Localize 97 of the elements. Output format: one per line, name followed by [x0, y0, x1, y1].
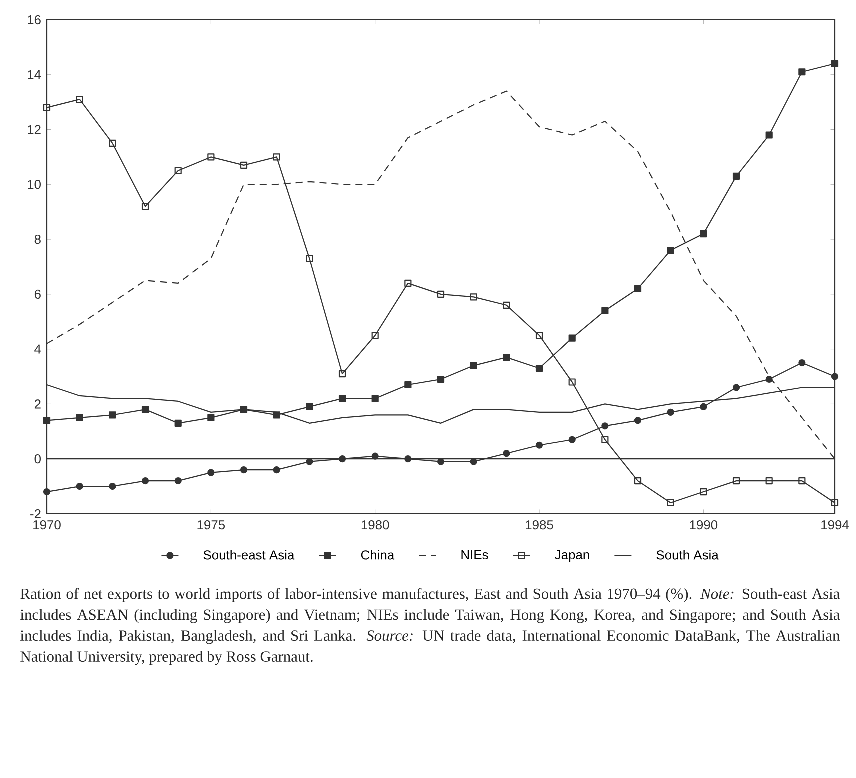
point — [338, 370, 346, 378]
point — [372, 332, 379, 340]
point — [602, 436, 609, 444]
y-tick-label: 6 — [34, 290, 41, 300]
y-tick-label: -2 — [30, 509, 41, 519]
x-tick-label: 1980 — [362, 520, 390, 530]
point — [306, 458, 314, 466]
point — [404, 381, 412, 389]
y-tick-label: 8 — [34, 234, 41, 244]
point — [404, 280, 412, 287]
point — [273, 154, 280, 161]
point — [43, 417, 51, 424]
point — [503, 450, 510, 458]
point — [602, 307, 609, 314]
point — [338, 395, 346, 402]
y-tick-label: 16 — [28, 15, 41, 25]
legend-label: Japan — [555, 550, 590, 562]
x-tick-label: 1990 — [690, 520, 718, 530]
point — [766, 132, 773, 139]
legend-label: South-east Asia — [204, 550, 295, 560]
point — [798, 359, 806, 367]
x-tick-label: 1994 — [822, 520, 850, 530]
point — [142, 478, 150, 485]
point — [372, 452, 379, 460]
point — [404, 456, 412, 463]
point — [76, 482, 84, 490]
point — [208, 414, 215, 422]
legend-label: China — [361, 550, 395, 560]
point — [470, 458, 478, 466]
point — [634, 285, 642, 292]
point — [43, 488, 51, 496]
point — [142, 203, 150, 210]
point — [109, 482, 116, 490]
point — [470, 294, 478, 301]
text: Ration of net exports to world imports of labor-intensive manufactures, East and South Asia 1970–94 (%). Note: South-east Asia includes ASEAN (including Singapore) and Vietnam; NIEs include Taiwan, Hong Kong, Korea, and Singapore; and South Asia includes India, Pakistan, Bangladesh, and Sri Lanka. Source: UN trade data, International Economic DataBank, The Australian National University, prepared by Ross Garnaut. — [20, 588, 840, 666]
point — [602, 422, 609, 430]
point — [240, 406, 248, 414]
point — [372, 395, 379, 402]
legend-label: NIEs — [462, 550, 488, 560]
point — [700, 230, 708, 238]
point — [208, 154, 215, 161]
point — [273, 466, 280, 474]
point — [536, 442, 544, 449]
point — [76, 96, 84, 104]
point — [306, 403, 314, 410]
point — [43, 104, 51, 112]
point — [700, 488, 708, 496]
point — [667, 246, 674, 254]
legend-label: South Asia — [656, 550, 719, 560]
point — [667, 499, 674, 507]
y-tick-label: 10 — [28, 180, 41, 190]
x-tick-label: 1985 — [526, 520, 554, 530]
point — [437, 458, 445, 466]
point — [831, 499, 839, 507]
point — [634, 417, 642, 424]
point — [208, 469, 215, 476]
point — [831, 373, 839, 380]
point — [798, 478, 806, 485]
x-tick-label: 1970 — [34, 520, 61, 530]
point — [174, 167, 182, 174]
point — [766, 478, 773, 485]
point — [831, 60, 839, 68]
point — [732, 172, 740, 180]
point — [503, 302, 510, 309]
point — [568, 378, 576, 386]
point — [634, 478, 642, 485]
point — [798, 68, 806, 76]
point — [109, 140, 116, 148]
point — [732, 478, 740, 485]
point — [437, 376, 445, 384]
point — [142, 406, 150, 414]
point — [667, 408, 674, 416]
y-tick-label: 12 — [28, 125, 41, 134]
point — [306, 255, 314, 262]
point — [536, 364, 544, 372]
point — [273, 412, 280, 419]
point — [174, 478, 182, 485]
point — [732, 384, 740, 392]
y-tick-label: 14 — [28, 70, 42, 80]
point — [700, 403, 708, 410]
point — [568, 334, 576, 342]
point — [109, 412, 116, 419]
x-tick-label: 1975 — [198, 520, 226, 530]
point — [503, 354, 510, 362]
point — [568, 436, 576, 444]
point — [766, 376, 773, 384]
point — [174, 420, 182, 427]
point — [338, 456, 346, 463]
point — [437, 290, 445, 298]
y-tick-label: 2 — [34, 400, 41, 409]
point — [240, 466, 248, 474]
point — [240, 162, 248, 169]
point — [536, 332, 544, 340]
y-tick-label: 0 — [34, 454, 41, 464]
point — [76, 414, 84, 422]
y-tick-label: 4 — [34, 344, 42, 354]
point — [470, 362, 478, 370]
